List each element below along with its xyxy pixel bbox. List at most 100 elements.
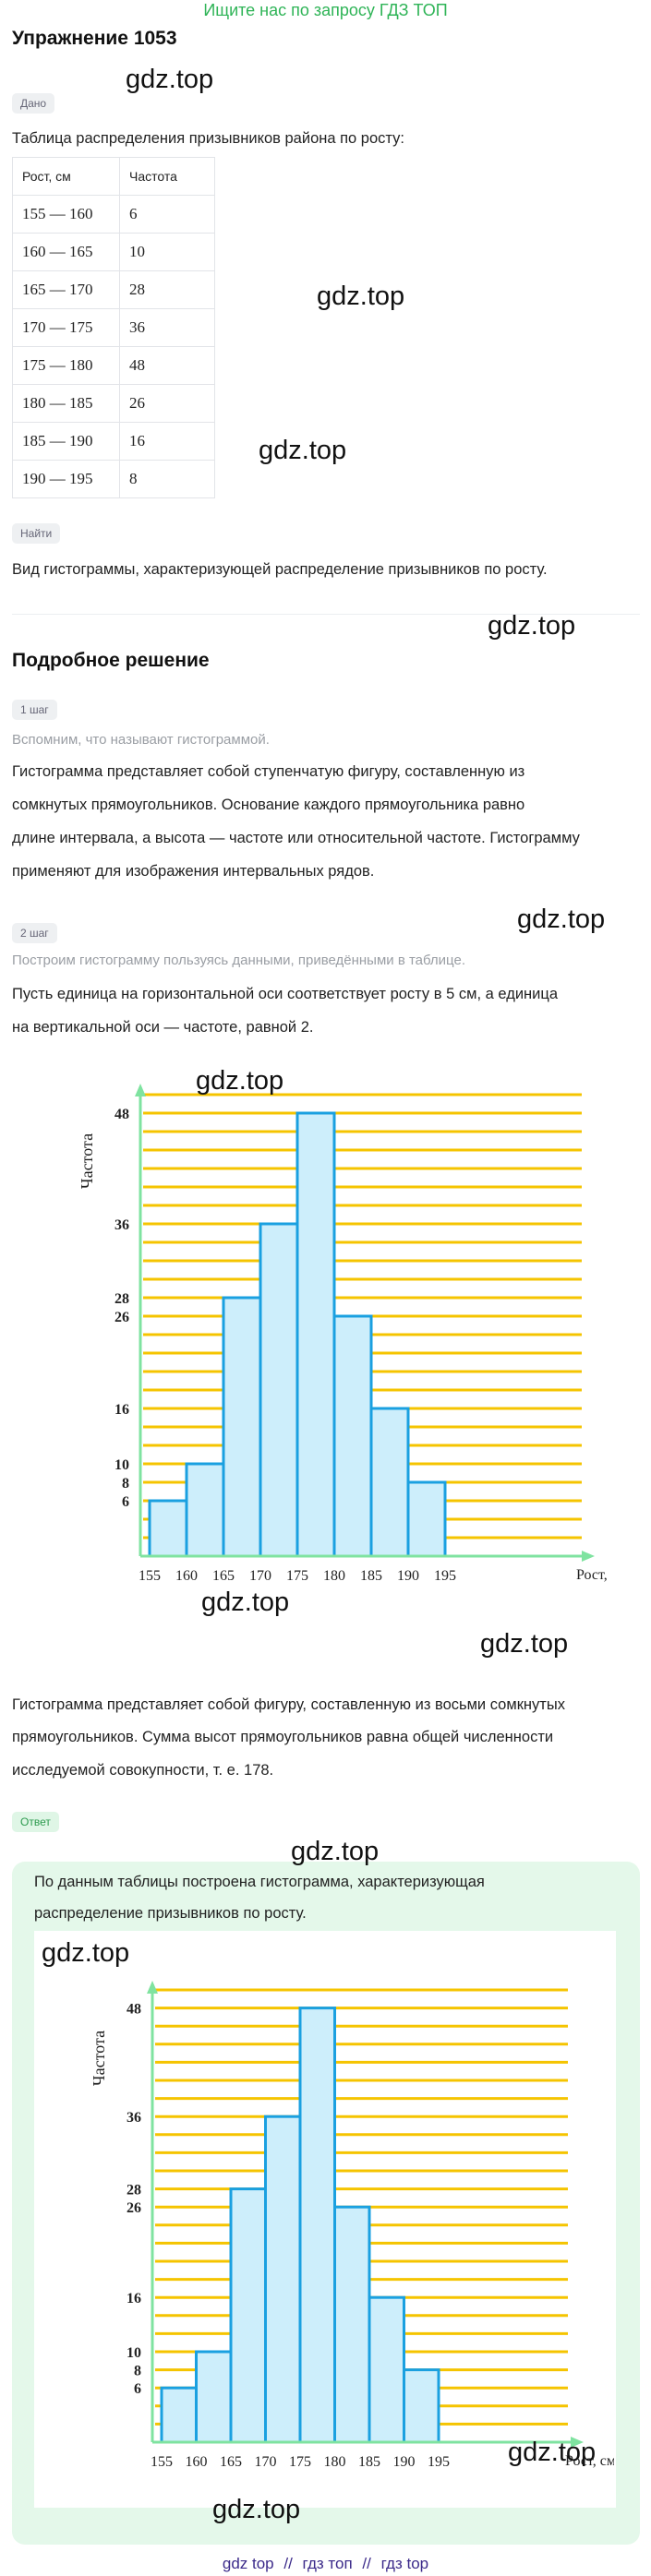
- x-tick-label: 155: [139, 1568, 161, 1584]
- histogram-bar: [222, 1296, 262, 1558]
- step1-badge: 1 шаг: [12, 700, 57, 720]
- x-tick-label: 155: [151, 2454, 173, 2470]
- x-tick-label: 160: [175, 1568, 198, 1584]
- y-axis-arrow-icon: [135, 1084, 146, 1096]
- watermark: gdz.top: [42, 1938, 130, 1968]
- step1-line: сомкнутых прямоугольников. Основание каж…: [12, 797, 525, 813]
- footer-link[interactable]: гдз топ: [302, 2555, 353, 2572]
- y-tick-label: 26: [127, 2200, 141, 2216]
- footer-link[interactable]: гдз top: [380, 2555, 429, 2572]
- x-tick-label: 165: [220, 2454, 242, 2470]
- histogram-bar: [333, 2205, 371, 2444]
- y-tick-label: 16: [127, 2291, 141, 2306]
- histogram-bar: [195, 2350, 233, 2444]
- y-tick-label: 48: [127, 2002, 141, 2018]
- table-cell: 190 — 195: [12, 460, 120, 498]
- y-axis-label: Частота: [90, 2031, 108, 2086]
- y-tick-label: 16: [115, 1402, 129, 1418]
- step1-line: Гистограмма представляет собой ступенчат…: [12, 763, 525, 780]
- histogram-bar: [368, 2295, 405, 2444]
- x-axis-label: Рост, см: [565, 2453, 614, 2469]
- y-tick-label: 28: [127, 2183, 141, 2199]
- answer-badge: Ответ: [12, 1812, 59, 1832]
- y-axis-label: Частота: [78, 1133, 96, 1189]
- footer-link[interactable]: gdz top: [222, 2555, 274, 2572]
- x-tick-label: 185: [360, 1568, 382, 1584]
- y-tick-label: 48: [115, 1107, 129, 1122]
- histogram-bar: [148, 1499, 188, 1558]
- y-tick-label: 10: [127, 2345, 141, 2361]
- watermark: gdz.top: [488, 611, 576, 641]
- given-intro: Таблица распределения призывников района…: [12, 130, 404, 147]
- table-cell: 170 — 175: [12, 308, 120, 347]
- conclusion-line: Гистограмма представляет собой фигуру, с…: [12, 1696, 565, 1713]
- histogram-bar: [369, 1407, 410, 1558]
- table-cell: 185 — 190: [12, 422, 120, 461]
- watermark: gdz.top: [508, 2438, 597, 2467]
- y-tick-label: 10: [115, 1457, 129, 1473]
- conclusion-line: исследуемой совокупности, т. е. 178.: [12, 1762, 274, 1779]
- histogram-bar: [295, 1111, 336, 1558]
- table-cell: 26: [119, 384, 215, 423]
- watermark: gdz.top: [126, 65, 214, 94]
- y-tick-label: 6: [122, 1494, 129, 1510]
- y-tick-label: 8: [122, 1476, 129, 1492]
- distribution-table: Рост, см Частота 155 — 160 6 160 — 165 10 …: [12, 157, 215, 498]
- x-axis-arrow-icon: [571, 2437, 584, 2448]
- x-axis-label: Рост, см: [576, 1567, 609, 1583]
- answer-line: распределение призывников по росту.: [34, 1905, 307, 1922]
- y-tick-label: 26: [115, 1310, 129, 1325]
- step2-line: Пусть единица на горизонтальной оси соот…: [12, 986, 559, 1002]
- table-cell: 16: [119, 422, 215, 461]
- watermark: gdz.top: [259, 436, 347, 465]
- step2-badge: 2 шаг: [12, 923, 57, 943]
- y-tick-label: 28: [115, 1291, 129, 1307]
- table-cell: 180 — 185: [12, 384, 120, 423]
- table-cell: 165 — 170: [12, 270, 120, 309]
- search-banner: Ищите нас по запросу ГДЗ ТОП: [203, 1, 448, 19]
- watermark: gdz.top: [317, 282, 405, 311]
- find-text: Вид гистограммы, характеризующей распред…: [12, 561, 548, 578]
- histogram-chart: 6 8 10 16 26 28 36 48 155 160 165 170 175 180 185 190 19…: [78, 1084, 609, 1584]
- table-cell: 48: [119, 346, 215, 385]
- table-cell: 10: [119, 233, 215, 271]
- x-tick-label: 170: [255, 2454, 277, 2470]
- histogram-bar: [259, 1222, 299, 1558]
- table-cell: 175 — 180: [12, 346, 120, 385]
- x-tick-label: 180: [323, 1568, 345, 1584]
- y-tick-label: 8: [134, 2364, 141, 2379]
- solution-heading: Подробное решение: [12, 650, 210, 671]
- divider: [12, 614, 640, 615]
- x-tick-label: 165: [212, 1568, 235, 1584]
- x-tick-label: 195: [428, 2454, 450, 2470]
- conclusion-line: прямоугольников. Сумма высот прямоугольн…: [12, 1729, 554, 1745]
- histogram-bar: [264, 2115, 302, 2444]
- x-tick-label: 175: [289, 2454, 311, 2470]
- table-cell: 8: [119, 460, 215, 498]
- watermark: gdz.top: [291, 1837, 380, 1866]
- given-badge: Дано: [12, 93, 55, 114]
- y-tick-label: 36: [115, 1217, 129, 1233]
- x-axis-arrow-icon: [582, 1551, 595, 1562]
- step1-line: длине интервала, а высота — частоте или …: [12, 830, 580, 846]
- footer-separator: //: [362, 2555, 371, 2572]
- watermark: gdz.top: [196, 1066, 284, 1096]
- step1-hint: Вспомним, что называют гистограммой.: [12, 732, 270, 748]
- x-tick-label: 185: [358, 2454, 380, 2470]
- step1-line: применяют для изображения интервальных р…: [12, 863, 375, 880]
- table-cell: 36: [119, 308, 215, 347]
- histogram-bar: [406, 1480, 447, 1558]
- histogram-bar: [160, 2386, 198, 2444]
- step2-hint: Построим гистограмму пользуясь данными, …: [12, 953, 465, 968]
- x-tick-label: 195: [434, 1568, 456, 1584]
- table-cell: 28: [119, 270, 215, 309]
- find-badge: Найти: [12, 523, 61, 544]
- x-tick-label: 180: [324, 2454, 346, 2470]
- histogram-bar: [332, 1314, 373, 1558]
- table-cell: 155 — 160: [12, 195, 120, 234]
- table-header-frequency: Частота: [119, 157, 215, 196]
- y-tick-label: 36: [127, 2110, 141, 2126]
- histogram-bar: [185, 1462, 225, 1558]
- answer-line: По данным таблицы построена гистограмма,…: [34, 1874, 485, 1890]
